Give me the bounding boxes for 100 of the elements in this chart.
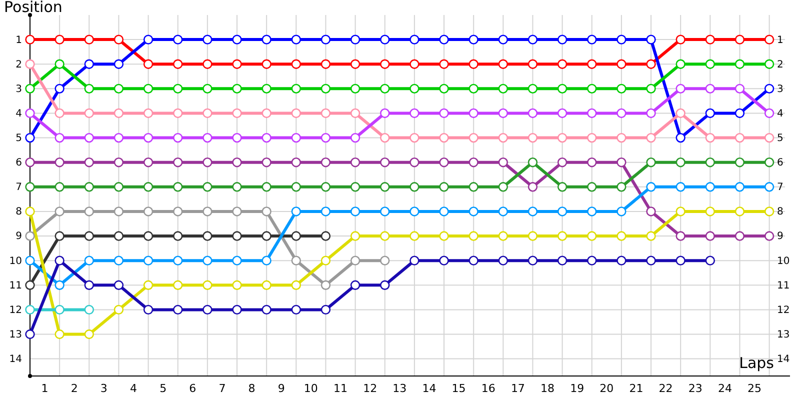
point	[557, 256, 568, 266]
y2-tick-label: 12	[777, 304, 790, 316]
y-tick-label: 10	[9, 256, 22, 267]
point	[410, 182, 420, 192]
point	[587, 256, 597, 266]
x-tick-label: 25	[748, 382, 762, 395]
point	[25, 108, 35, 118]
point	[764, 231, 774, 241]
point	[646, 132, 656, 143]
point	[557, 84, 568, 94]
point	[320, 231, 331, 241]
point	[380, 280, 390, 290]
y-tick-label: 6	[16, 158, 22, 169]
y2-tick-label: 10	[777, 256, 790, 267]
point	[734, 132, 745, 143]
point	[291, 132, 301, 143]
point	[202, 231, 212, 241]
point	[557, 59, 568, 69]
x-tick-label: 1	[41, 382, 48, 395]
point	[291, 206, 301, 216]
point	[84, 231, 94, 241]
point	[587, 84, 597, 94]
point	[587, 59, 597, 69]
point	[54, 231, 64, 241]
point	[84, 256, 94, 266]
point	[262, 256, 272, 266]
y-tick-label: 4	[16, 108, 22, 120]
point	[468, 84, 478, 94]
point	[528, 231, 538, 241]
y2-tick-label: 4	[777, 108, 784, 120]
point	[54, 280, 64, 290]
point	[232, 182, 242, 192]
y2-tick-label: 2	[777, 59, 784, 70]
x-tick-label: 4	[130, 382, 137, 395]
point	[764, 206, 774, 216]
point	[54, 182, 64, 192]
point	[705, 34, 716, 44]
point	[439, 256, 449, 266]
point	[320, 280, 331, 290]
point	[320, 206, 331, 216]
x-tick-label: 11	[334, 382, 348, 395]
point	[646, 157, 656, 168]
x-tick-label: 18	[540, 382, 555, 395]
x-tick-label: 5	[160, 382, 167, 395]
x-tick-label: 3	[100, 382, 108, 395]
point	[410, 256, 420, 266]
x-tick-label: 12	[363, 382, 378, 395]
x-tick-label: 2	[70, 382, 78, 395]
point	[143, 132, 154, 143]
point	[173, 231, 183, 241]
point	[173, 34, 183, 44]
y-tick-label: 11	[9, 280, 22, 292]
point	[350, 231, 360, 241]
point	[646, 108, 656, 118]
point	[143, 231, 154, 241]
point	[410, 59, 420, 69]
point	[587, 132, 597, 143]
point	[468, 206, 478, 216]
point	[84, 329, 94, 340]
point	[410, 84, 420, 94]
point	[350, 206, 360, 216]
point	[291, 231, 301, 241]
point	[291, 256, 301, 266]
point	[84, 34, 94, 44]
point	[143, 304, 154, 315]
point	[350, 280, 360, 290]
point	[54, 329, 64, 340]
point	[84, 182, 94, 192]
y-axis-title: Position	[4, 0, 62, 16]
point	[439, 59, 449, 69]
point	[705, 108, 716, 118]
y-tick-label: 3	[16, 84, 22, 95]
point	[646, 231, 656, 241]
point	[646, 59, 656, 69]
point	[291, 108, 301, 118]
point	[380, 84, 390, 94]
point	[616, 256, 626, 266]
point	[705, 182, 716, 192]
point	[380, 157, 390, 168]
point	[410, 108, 420, 118]
point	[84, 206, 94, 216]
point	[587, 182, 597, 192]
point	[25, 157, 35, 168]
point	[528, 132, 538, 143]
y-tick-label: 9	[16, 231, 22, 242]
point	[646, 206, 656, 216]
point	[143, 280, 154, 290]
point	[468, 157, 478, 168]
point	[498, 84, 508, 94]
point	[705, 132, 716, 143]
point	[25, 182, 35, 192]
point	[439, 206, 449, 216]
point	[676, 59, 686, 69]
point	[705, 256, 716, 266]
point	[616, 182, 626, 192]
y2-tick-label: 3	[777, 84, 784, 95]
point	[54, 108, 64, 118]
point	[202, 84, 212, 94]
point	[84, 280, 94, 290]
point	[320, 182, 331, 192]
